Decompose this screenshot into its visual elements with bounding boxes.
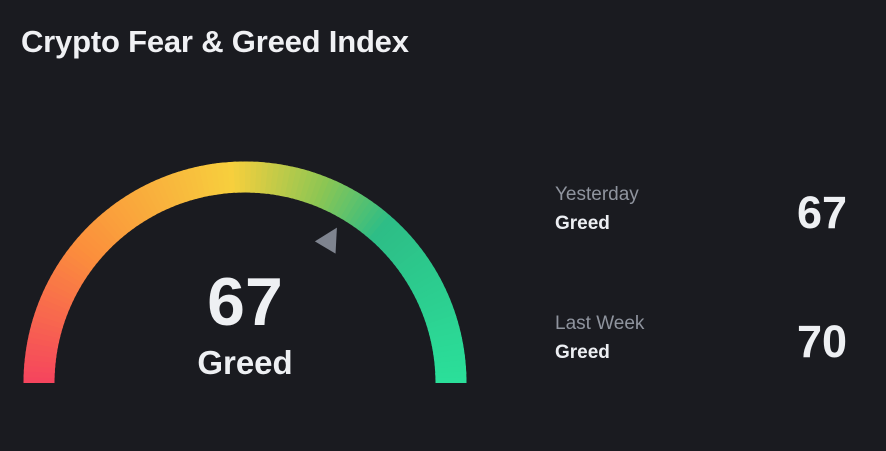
history-sentiment-label: Greed	[555, 213, 610, 234]
history-period-label: Last Week	[555, 313, 645, 334]
history-period-label: Yesterday	[555, 184, 639, 205]
gauge-label: Greed	[197, 344, 293, 381]
triangle-pointer-icon	[314, 227, 337, 254]
history-yesterday: Yesterday Greed 67	[555, 184, 851, 244]
gauge-graphic	[23, 161, 467, 384]
fear-greed-gauge: 67 Greed	[23, 161, 467, 384]
gauge-value: 67	[207, 264, 283, 340]
gauge-arc	[23, 161, 467, 384]
history-sentiment-label: Greed	[555, 342, 610, 363]
history-value: 70	[796, 316, 847, 367]
page-title: Crypto Fear & Greed Index	[21, 24, 409, 59]
history-last-week: Last Week Greed 70	[555, 313, 851, 373]
history-value: 67	[796, 187, 847, 238]
